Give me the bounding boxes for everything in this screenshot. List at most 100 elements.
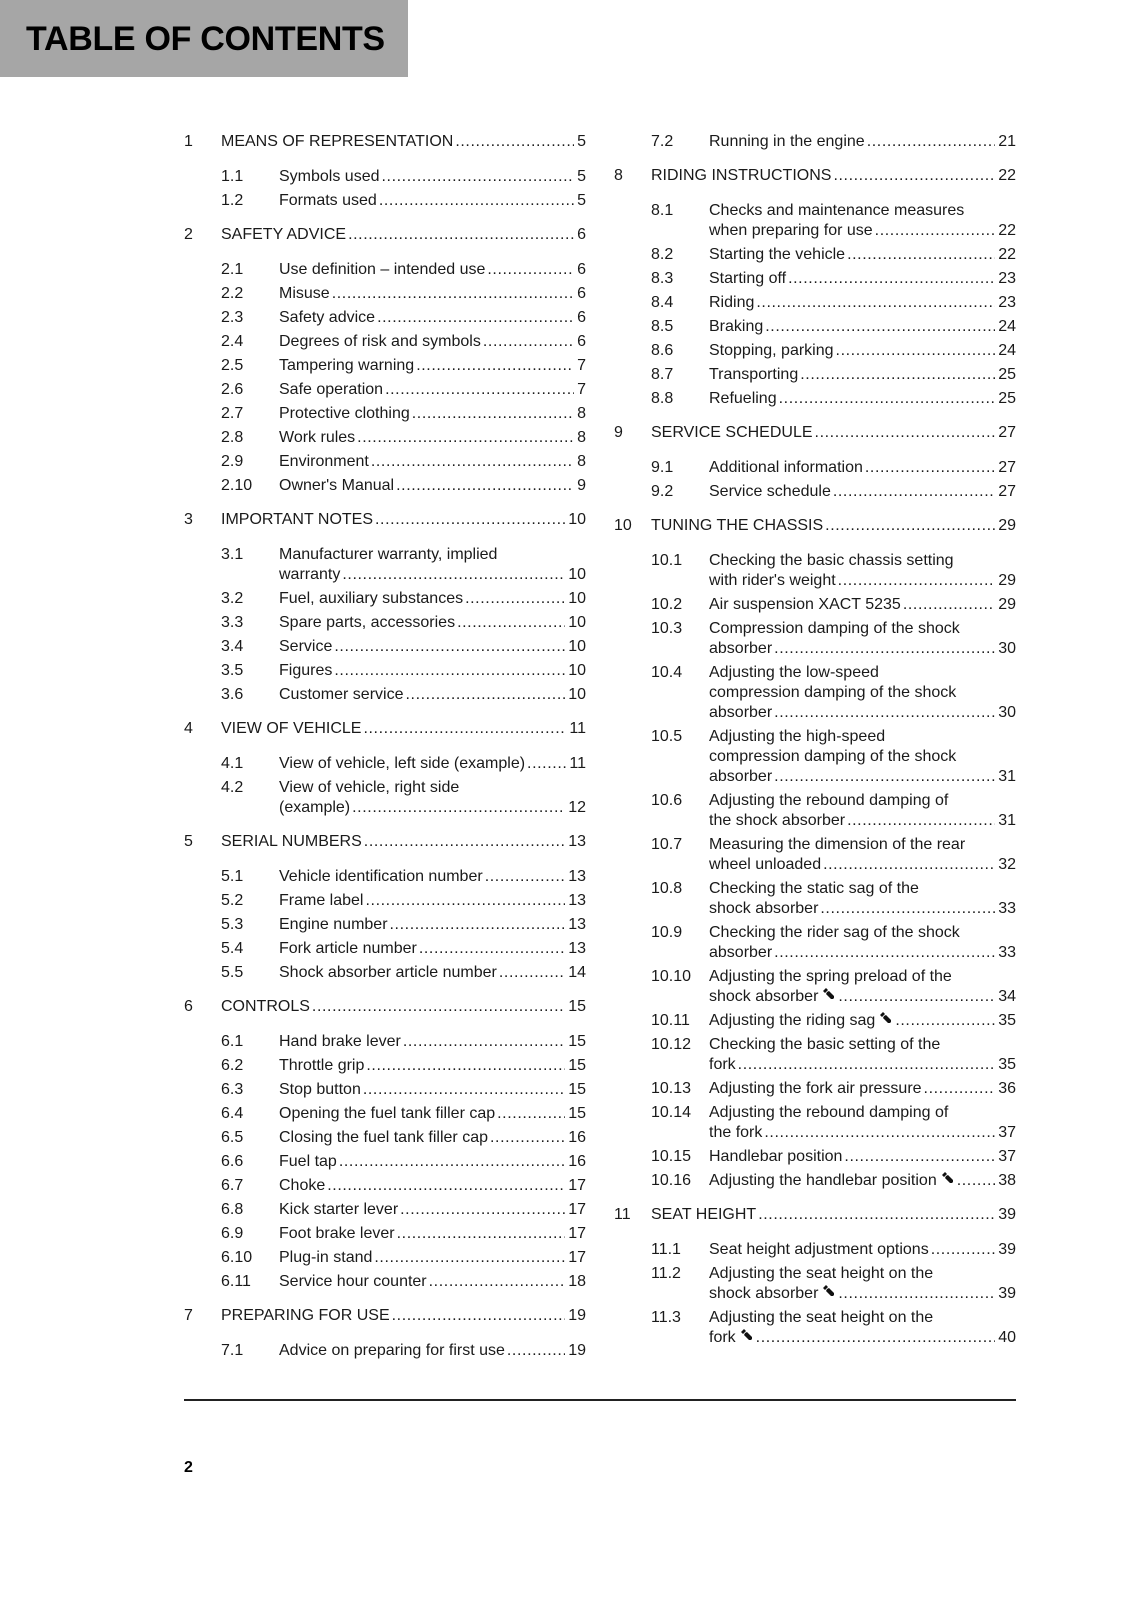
toc-section-entry[interactable]: 6.4 Opening the fuel tank filler cap.....… [184, 1102, 586, 1126]
toc-section-entry[interactable]: 6.6 Fuel tap.............................… [184, 1150, 586, 1174]
toc-section-entry[interactable]: 5.3 Engine number........................… [184, 913, 586, 937]
dot-leader: ........................................… [457, 614, 565, 631]
toc-chapter-entry[interactable]: 11 SEAT HEIGHT...........................… [614, 1203, 1016, 1227]
entry-title: Adjusting the handlebar position [709, 1172, 937, 1189]
toc-section-entry[interactable]: 6.9 Foot brake lever.....................… [184, 1222, 586, 1246]
toc-chapter-entry[interactable]: 3 IMPORTANT NOTES........................… [184, 508, 586, 532]
toc-section-entry[interactable]: 1.2 Formats used.........................… [184, 189, 586, 213]
toc-chapter-entry[interactable]: 5 SERIAL NUMBERS.........................… [184, 830, 586, 854]
toc-section-entry[interactable]: 9.2 Service schedule.....................… [614, 480, 1016, 504]
toc-section-entry[interactable]: 5.2 Frame label..........................… [184, 889, 586, 913]
toc-section-entry[interactable]: 4.1 View of vehicle, left side (example).… [184, 752, 586, 776]
toc-section-entry[interactable]: 6.7 Choke................................… [184, 1174, 586, 1198]
toc-section-entry[interactable]: 8.5 Braking..............................… [614, 315, 1016, 339]
toc-section-entry[interactable]: 5.1 Vehicle identification number........… [184, 865, 586, 889]
toc-section-entry[interactable]: 11.2 Adjusting the seat height on the shoc… [614, 1262, 1016, 1306]
toc-section-entry[interactable]: 10.10 Adjusting the spring preload of the… [614, 965, 1016, 1009]
toc-section-entry[interactable]: 2.10 Owner's Manual......................… [184, 474, 586, 498]
toc-section-entry[interactable]: 3.1 Manufacturer warranty, implied warrant… [184, 543, 586, 587]
entry-page: 6 [577, 226, 586, 243]
toc-section-entry[interactable]: 10.7 Measuring the dimension of the rear w… [614, 833, 1016, 877]
toc-section-entry[interactable]: 2.1 Use definition – intended use........… [184, 258, 586, 282]
dot-leader: ........................................… [764, 1124, 996, 1141]
toc-section-entry[interactable]: 2.5 Tampering warning....................… [184, 354, 586, 378]
toc-section-entry[interactable]: 8.3 Starting off.........................… [614, 267, 1016, 291]
toc-section-entry[interactable]: 10.4 Adjusting the low-speed compression d… [614, 661, 1016, 725]
entry-page: 35 [998, 1012, 1016, 1029]
entry-number: 10.1 [651, 552, 683, 569]
toc-section-entry[interactable]: 1.1 Symbols used.........................… [184, 165, 586, 189]
toc-section-entry[interactable]: 5.5 Shock absorber article number........… [184, 961, 586, 985]
toc-section-entry[interactable]: 2.7 Protective clothing..................… [184, 402, 586, 426]
entry-title: Seat height adjustment options [709, 1241, 929, 1258]
toc-section-entry[interactable]: 8.1 Checks and maintenance measures when p… [614, 199, 1016, 243]
toc-section-entry[interactable]: 10.11 Adjusting the riding sag...........… [614, 1009, 1016, 1033]
toc-section-entry[interactable]: 10.8 Checking the static sag of the shock … [614, 877, 1016, 921]
toc-section-entry[interactable]: 7.1 Advice on preparing for first use....… [184, 1339, 586, 1363]
toc-section-entry[interactable]: 2.2 Misuse...............................… [184, 282, 586, 306]
entry-number: 6.4 [221, 1105, 244, 1122]
toc-section-entry[interactable]: 3.5 Figures..............................… [184, 659, 586, 683]
toc-section-entry[interactable]: 8.2 Starting the vehicle.................… [614, 243, 1016, 267]
toc-section-entry[interactable]: 3.2 Fuel, auxiliary substances...........… [184, 587, 586, 611]
entry-page: 11 [569, 720, 586, 737]
toc-section-entry[interactable]: 10.13 Adjusting the fork air pressure....… [614, 1077, 1016, 1101]
toc-chapter-entry[interactable]: 9 SERVICE SCHEDULE.......................… [614, 421, 1016, 445]
toc-section-entry[interactable]: 11.3 Adjusting the seat height on the fork… [614, 1306, 1016, 1350]
toc-section-entry[interactable]: 2.4 Degrees of risk and symbols..........… [184, 330, 586, 354]
toc-section-entry[interactable]: 6.3 Stop button..........................… [184, 1078, 586, 1102]
toc-chapter-entry[interactable]: 8 RIDING INSTRUCTIONS....................… [614, 164, 1016, 188]
entry-number: 6.3 [221, 1081, 244, 1098]
toc-section-entry[interactable]: 8.4 Riding...............................… [614, 291, 1016, 315]
entry-number: 5.4 [221, 940, 244, 957]
toc-section-entry[interactable]: 10.1 Checking the basic chassis setting wi… [614, 549, 1016, 593]
entry-number: 3.3 [221, 614, 244, 631]
toc-section-entry[interactable]: 6.8 Kick starter lever...................… [184, 1198, 586, 1222]
toc-section-entry[interactable]: 2.8 Work rules...........................… [184, 426, 586, 450]
toc-section-entry[interactable]: 10.5 Adjusting the high-speed compression … [614, 725, 1016, 789]
toc-section-entry[interactable]: 10.2 Air suspension XACT 5235............… [614, 593, 1016, 617]
toc-section-entry[interactable]: 6.10 Plug-in stand.......................… [184, 1246, 586, 1270]
toc-chapter-entry[interactable]: 4 VIEW OF VEHICLE........................… [184, 717, 586, 741]
entry-page: 18 [568, 1273, 586, 1290]
toc-section-entry[interactable]: 2.3 Safety advice........................… [184, 306, 586, 330]
toc-chapter-entry[interactable]: 10 TUNING THE CHASSIS....................… [614, 514, 1016, 538]
entry-title: Handlebar position [709, 1148, 843, 1165]
toc-section-entry[interactable]: 7.2 Running in the engine................… [614, 130, 1016, 154]
toc-chapter-entry[interactable]: 2 SAFETY ADVICE..........................… [184, 223, 586, 247]
toc-section-entry[interactable]: 6.2 Throttle grip........................… [184, 1054, 586, 1078]
entry-number: 6.8 [221, 1201, 244, 1218]
toc-chapter-entry[interactable]: 6 CONTROLS...............................… [184, 995, 586, 1019]
entry-title: Fuel tap [279, 1153, 337, 1170]
dot-leader: ........................................… [363, 833, 566, 850]
toc-section-entry[interactable]: 10.6 Adjusting the rebound damping of the … [614, 789, 1016, 833]
toc-section-entry[interactable]: 11.1 Seat height adjustment options......… [614, 1238, 1016, 1262]
entry-title: Throttle grip [279, 1057, 365, 1074]
entry-number: 2.5 [221, 357, 244, 374]
toc-section-entry[interactable]: 8.7 Transporting.........................… [614, 363, 1016, 387]
toc-section-entry[interactable]: 5.4 Fork article number..................… [184, 937, 586, 961]
toc-section-entry[interactable]: 8.8 Refueling............................… [614, 387, 1016, 411]
toc-section-entry[interactable]: 6.5 Closing the fuel tank filler cap.....… [184, 1126, 586, 1150]
entry-title: Compression damping of the shock [709, 620, 960, 637]
toc-section-entry[interactable]: 4.2 View of vehicle, right side (example).… [184, 776, 586, 820]
toc-section-entry[interactable]: 10.12 Checking the basic setting of the fo… [614, 1033, 1016, 1077]
toc-section-entry[interactable]: 3.3 Spare parts, accessories.............… [184, 611, 586, 635]
toc-section-entry[interactable]: 10.9 Checking the rider sag of the shock a… [614, 921, 1016, 965]
entry-page: 22 [998, 222, 1016, 239]
toc-section-entry[interactable]: 9.1 Additional information...............… [614, 456, 1016, 480]
toc-section-entry[interactable]: 8.6 Stopping, parking....................… [614, 339, 1016, 363]
toc-section-entry[interactable]: 10.14 Adjusting the rebound damping of the… [614, 1101, 1016, 1145]
toc-section-entry[interactable]: 10.3 Compression damping of the shock abso… [614, 617, 1016, 661]
entry-title: Spare parts, accessories [279, 614, 456, 631]
toc-section-entry[interactable]: 6.11 Service hour counter................… [184, 1270, 586, 1294]
toc-section-entry[interactable]: 10.15 Handlebar position.................… [614, 1145, 1016, 1169]
toc-section-entry[interactable]: 3.4 Service..............................… [184, 635, 586, 659]
toc-section-entry[interactable]: 2.9 Environment..........................… [184, 450, 586, 474]
toc-section-entry[interactable]: 3.6 Customer service.....................… [184, 683, 586, 707]
toc-section-entry[interactable]: 6.1 Hand brake lever.....................… [184, 1030, 586, 1054]
toc-chapter-entry[interactable]: 1 MEANS OF REPRESENTATION................… [184, 130, 586, 154]
toc-section-entry[interactable]: 10.16 Adjusting the handlebar position...… [614, 1169, 1016, 1193]
toc-section-entry[interactable]: 2.6 Safe operation.......................… [184, 378, 586, 402]
toc-chapter-entry[interactable]: 7 PREPARING FOR USE......................… [184, 1304, 586, 1328]
